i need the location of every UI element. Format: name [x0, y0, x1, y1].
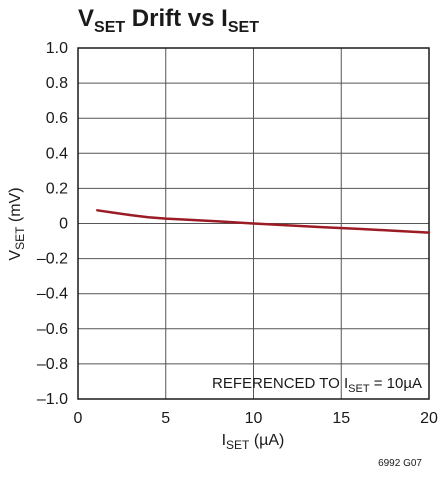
y-axis-label-sub: SET: [13, 226, 27, 250]
series-line-0: [96, 209, 431, 234]
y-tick-label: 0.8: [46, 75, 68, 92]
y-tick-label: 1.0: [46, 40, 68, 57]
chart-title-sub2: SET: [228, 19, 259, 36]
x-tick-label: 5: [161, 410, 170, 427]
y-tick-labels: 1.0 0.8 0.6 0.4 0.2 0 –0.2 –0.4 –0.6 –0.8 –1.0: [37, 40, 68, 408]
plot-border: [77, 47, 430, 400]
y-tick-label: –0.6: [37, 321, 68, 338]
y-tick-label: 0.4: [46, 145, 68, 162]
x-tick-labels: 0 5 10 15 20: [74, 410, 438, 427]
chart-title-sub: SET: [94, 19, 125, 36]
y-axis-label-rest: (mV): [7, 187, 24, 226]
x-axis-label-sub: SET: [226, 438, 250, 452]
y-tick-label: 0: [59, 216, 68, 233]
plot-frame: [77, 47, 430, 400]
y-tick-label: –0.8: [37, 356, 68, 373]
x-tick-label: 20: [420, 410, 438, 427]
chart-title-rest: Drift vs I: [125, 5, 228, 32]
x-axis-label-main: I: [222, 432, 226, 449]
annotation-post: = 10µA: [370, 375, 422, 392]
annotation-pre: REFERENCED TO I: [212, 375, 348, 392]
x-axis-label: ISET (µA): [222, 432, 285, 452]
x-tick-label: 0: [74, 410, 83, 427]
chart-title-main: V: [78, 5, 94, 32]
y-axis-label: VSET (mV): [7, 187, 27, 260]
reference-annotation: REFERENCED TO ISET = 10µA: [212, 375, 422, 395]
y-axis-label-main: V: [7, 250, 24, 261]
x-tick-label: 10: [245, 410, 263, 427]
series-layer: [96, 209, 431, 234]
y-tick-label: 0.2: [46, 180, 68, 197]
y-tick-label: 0.6: [46, 110, 68, 127]
y-tick-label: –0.2: [37, 251, 68, 268]
figure-code: 6992 G07: [378, 458, 422, 469]
y-tick-label: –0.4: [37, 286, 68, 303]
annotation-sub: SET: [348, 383, 370, 395]
y-tick-label: –1.0: [37, 391, 68, 408]
chart-title: VSET Drift vs ISET: [78, 5, 259, 36]
x-axis-label-rest: (µA): [249, 432, 284, 449]
x-tick-label: 15: [332, 410, 350, 427]
